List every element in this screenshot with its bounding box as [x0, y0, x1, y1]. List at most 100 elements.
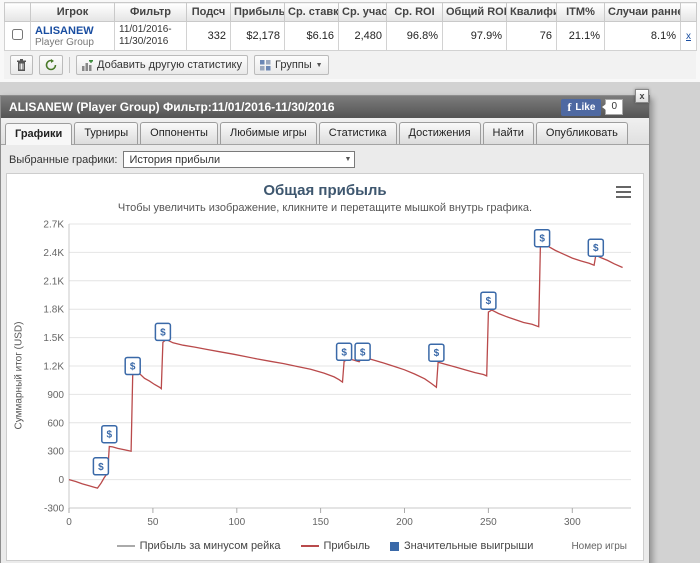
legend-label: Прибыль за минусом рейка [139, 540, 281, 552]
tab-Любимые игры[interactable]: Любимые игры [219, 122, 317, 144]
legend-swatch [116, 545, 135, 547]
significant-win-marker[interactable]: $ [124, 356, 141, 376]
chart-type-selected-value: История прибыли [129, 153, 221, 166]
stat-value: 97.9% [442, 21, 507, 51]
stat-value: 21.1% [556, 21, 605, 51]
y-tick-label: 1.8K [43, 305, 64, 316]
y-axis-title: Суммарный итог (USD) [13, 321, 25, 430]
stat-value: 2,480 [338, 21, 387, 51]
x-tick-label: 250 [480, 517, 497, 528]
significant-win-marker[interactable]: $ [533, 228, 551, 248]
delete-button[interactable] [10, 55, 33, 75]
tab-Достижения[interactable]: Достижения [398, 122, 481, 144]
x-tick-label: 100 [228, 517, 245, 528]
stats-table-header-row: Игрок Фильтр Подсч Прибыль Ср. ставк Ср. учас… [4, 2, 697, 22]
significant-win-marker[interactable]: $ [428, 343, 445, 362]
x-tick-label: 0 [66, 517, 72, 528]
x-axis-title: Номер игры [571, 541, 627, 552]
y-tick-label: 300 [47, 447, 64, 458]
toolbar: Добавить другую статистику Группы ▼ [4, 51, 696, 79]
significant-win-marker[interactable]: $ [92, 457, 110, 476]
svg-text:$: $ [130, 362, 136, 373]
legend-swatch [300, 545, 319, 547]
stat-value: 96.8% [386, 21, 443, 51]
column-header[interactable]: Прибыль [230, 2, 285, 22]
x-tick-label: 150 [312, 517, 329, 528]
select-caret-icon: ▼ [344, 156, 352, 163]
facebook-like-button[interactable]: f Like [561, 98, 602, 116]
chart-type-select[interactable]: История прибыли ▼ [123, 151, 356, 168]
tab-Опубликовать[interactable]: Опубликовать [535, 122, 628, 144]
tab-Графики[interactable]: Графики [5, 123, 73, 145]
column-header[interactable]: Фильтр [114, 2, 187, 22]
column-header[interactable]: Ср. учас [338, 2, 387, 22]
trash-icon [17, 58, 26, 71]
facebook-like-label: Like [575, 101, 596, 113]
y-tick-label: 600 [47, 418, 64, 429]
tab-Оппоненты[interactable]: Оппоненты [140, 122, 218, 144]
svg-text:$: $ [593, 243, 599, 254]
column-header[interactable]: Квалифи [506, 2, 557, 22]
refresh-button[interactable] [39, 55, 63, 75]
add-chart-icon [82, 59, 93, 71]
column-header[interactable]: Случаи ранне [604, 2, 681, 22]
legend-row: Прибыль за минусом рейка Прибыль Значитель… [11, 538, 639, 556]
significant-win-marker[interactable]: $ [587, 238, 605, 257]
remove-cell: x [680, 21, 697, 51]
svg-text:$: $ [539, 234, 545, 245]
stat-value: $6.16 [284, 21, 339, 51]
add-statistic-label: Добавить другую статистику [97, 59, 242, 71]
top-section: Игрок Фильтр Подсч Прибыль Ср. ставк Ср. учас… [0, 0, 700, 82]
y-tick-label: 2.1K [43, 276, 64, 287]
tab-Найти[interactable]: Найти [482, 122, 534, 144]
column-header[interactable]: Подсч [186, 2, 231, 22]
column-header[interactable]: Игрок [30, 2, 115, 22]
svg-text:$: $ [360, 347, 366, 358]
y-tick-label: 900 [47, 390, 64, 401]
legend-swatch [390, 541, 400, 551]
y-tick-label: -300 [44, 504, 64, 515]
remove-column-header [680, 2, 697, 22]
column-header[interactable]: Общий ROI [442, 2, 507, 22]
chart-menu-icon[interactable] [616, 183, 631, 201]
x-tick-label: 50 [147, 517, 159, 528]
column-header[interactable]: Ср. ROI [386, 2, 443, 22]
row-checkbox-cell [4, 21, 31, 51]
facebook-like-count: 0 [602, 99, 623, 115]
tab-bar: Графики Турниры Оппоненты Любимые игры Стати… [1, 118, 649, 145]
checkbox-column-header [4, 2, 31, 22]
panel-close-button[interactable]: x [635, 89, 649, 103]
significant-win-marker[interactable]: $ [154, 322, 172, 342]
significant-win-marker[interactable]: $ [335, 342, 353, 362]
player-link[interactable]: ALISANEW [35, 24, 94, 37]
tab-Турниры[interactable]: Турниры [74, 122, 139, 144]
y-tick-label: 2.4K [43, 248, 64, 259]
tab-Статистика[interactable]: Статистика [318, 122, 397, 144]
chart-title: Общая прибыль [263, 182, 387, 199]
filter-date-start: 11/01/2016- [119, 24, 172, 35]
groups-button[interactable]: Группы ▼ [254, 55, 329, 75]
y-tick-label: 1.2K [43, 362, 64, 373]
significant-win-marker[interactable]: $ [354, 342, 371, 362]
legend-item[interactable]: Значительные выигрыши [390, 540, 533, 552]
add-statistic-button[interactable]: Добавить другую статистику [76, 55, 248, 75]
y-axis-title-wrap: Суммарный итог (USD) [11, 216, 27, 538]
legend-item[interactable]: Прибыль за минусом рейка [116, 540, 281, 552]
toolbar-separator [69, 57, 70, 73]
column-header[interactable]: Ср. ставк [284, 2, 339, 22]
stat-value: 8.1% [604, 21, 681, 51]
stat-value: 332 [186, 21, 231, 51]
legend-item[interactable]: Прибыль [300, 540, 370, 552]
column-header[interactable]: ITM% [556, 2, 605, 22]
svg-text:$: $ [434, 348, 440, 359]
significant-win-marker[interactable]: $ [480, 291, 497, 310]
legend-label: Значительные выигрыши [404, 540, 534, 552]
row-checkbox[interactable] [12, 29, 23, 40]
y-tick-label: 1.5K [43, 333, 64, 344]
player-type-label: Player Group [35, 36, 94, 48]
remove-row-link[interactable]: x [686, 31, 691, 42]
significant-win-marker[interactable]: $ [101, 424, 118, 444]
player-detail-panel: x ALISANEW (Player Group) Фильтр:11/01/2… [0, 89, 650, 563]
svg-text:$: $ [98, 462, 104, 473]
